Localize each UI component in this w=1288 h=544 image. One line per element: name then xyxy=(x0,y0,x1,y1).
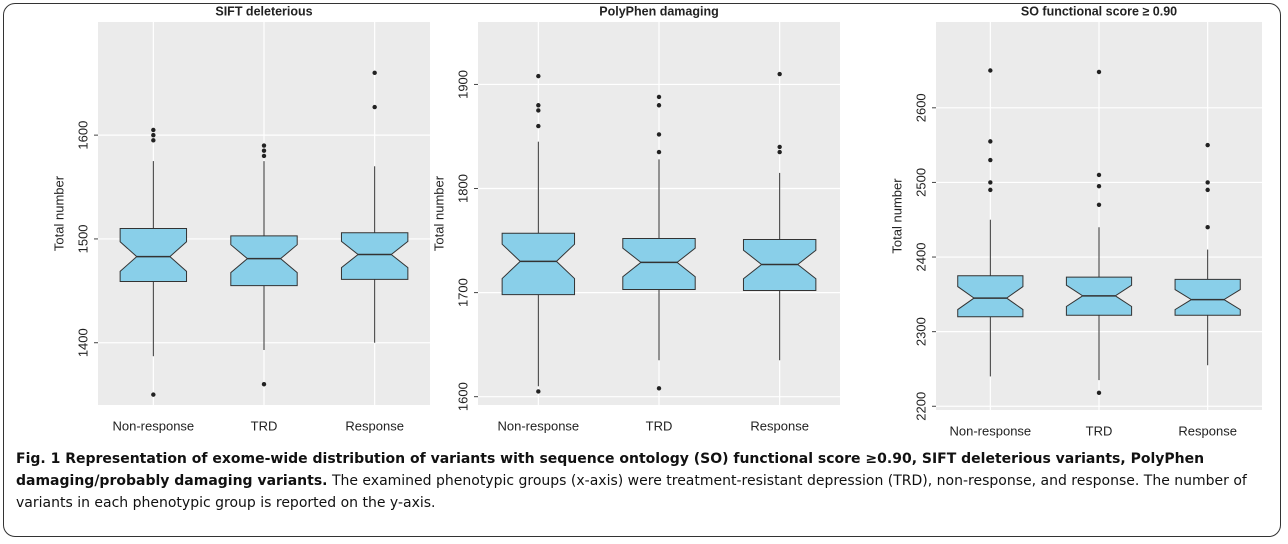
y-tick-label: 2300 xyxy=(913,317,928,346)
caption-text: The examined phenotypic groups (x-axis) … xyxy=(16,473,1247,511)
box xyxy=(501,232,576,296)
box xyxy=(957,275,1024,318)
outlier xyxy=(777,144,782,150)
x-tick-label: TRD xyxy=(1086,423,1113,438)
y-tick-label: 1600 xyxy=(455,382,470,411)
caption-title: Fig. 1 Representation of exome-wide dist… xyxy=(16,451,1205,489)
x-tick-label: Response xyxy=(1178,423,1237,438)
y-tick-label: 1600 xyxy=(75,121,90,150)
x-tick-label: TRD xyxy=(251,418,278,433)
outlier xyxy=(536,103,541,108)
outlier xyxy=(656,103,662,108)
outlier xyxy=(261,382,267,387)
outlier xyxy=(1096,390,1102,396)
outlier xyxy=(988,157,993,163)
outlier xyxy=(536,123,541,129)
outlier xyxy=(151,138,156,143)
outlier xyxy=(261,143,267,148)
figure-frame xyxy=(3,3,1281,537)
y-tick-label: 1800 xyxy=(455,174,470,203)
y-axis-label: Total number xyxy=(431,175,446,251)
chart-title: SIFT deleterious xyxy=(215,4,312,18)
outlier xyxy=(1096,172,1102,178)
outlier xyxy=(536,389,541,394)
outlier xyxy=(1096,202,1102,208)
y-tick-label: 2600 xyxy=(913,93,928,122)
x-tick-label: TRD xyxy=(646,418,673,433)
y-tick-label: 1400 xyxy=(75,328,90,357)
y-tick-label: 1700 xyxy=(455,278,470,307)
chart-title: PolyPhen damaging xyxy=(599,4,718,18)
y-tick-label: 1900 xyxy=(455,70,470,99)
outlier xyxy=(656,94,662,100)
outlier xyxy=(372,104,377,110)
box xyxy=(340,232,409,280)
y-tick-label: 2500 xyxy=(913,168,928,197)
outlier xyxy=(777,71,782,77)
outlier xyxy=(261,148,267,153)
outlier xyxy=(988,68,993,73)
outlier xyxy=(261,153,267,159)
outlier xyxy=(1096,183,1102,189)
outlier xyxy=(988,139,993,144)
outlier xyxy=(988,180,993,185)
box xyxy=(230,235,298,287)
outlier xyxy=(372,70,377,76)
chart-title: SO functional score ≥ 0.90 xyxy=(1021,4,1177,18)
x-tick-label: Non-response xyxy=(498,418,580,433)
box xyxy=(1174,278,1241,316)
outlier xyxy=(151,392,156,397)
caption: Fig. 1 Representation of exome-wide dist… xyxy=(16,448,1274,514)
y-tick-label: 2400 xyxy=(913,243,928,272)
y-axis-label: Total number xyxy=(51,175,66,251)
outlier xyxy=(151,132,156,138)
outlier xyxy=(656,149,662,155)
x-tick-label: Non-response xyxy=(113,418,195,433)
outlier xyxy=(1205,224,1210,230)
x-tick-label: Response xyxy=(345,418,404,433)
outlier xyxy=(777,149,782,155)
outlier xyxy=(656,386,662,391)
outlier xyxy=(1205,180,1210,185)
outlier xyxy=(151,127,156,133)
y-axis-label: Total number xyxy=(889,178,904,254)
outlier xyxy=(536,108,541,113)
outlier xyxy=(656,132,662,137)
y-tick-label: 2200 xyxy=(913,392,928,421)
x-tick-label: Response xyxy=(750,418,809,433)
charts: SIFT deleterious Total number 1400 1500 1600… xyxy=(51,4,1262,438)
outlier xyxy=(988,187,993,193)
outlier xyxy=(536,73,541,79)
outlier xyxy=(1205,142,1210,148)
x-tick-label: Non-response xyxy=(950,423,1032,438)
box xyxy=(119,228,188,282)
box xyxy=(622,237,696,290)
outlier xyxy=(1205,187,1210,193)
y-tick-label: 1500 xyxy=(75,224,90,253)
outlier xyxy=(1096,69,1102,75)
